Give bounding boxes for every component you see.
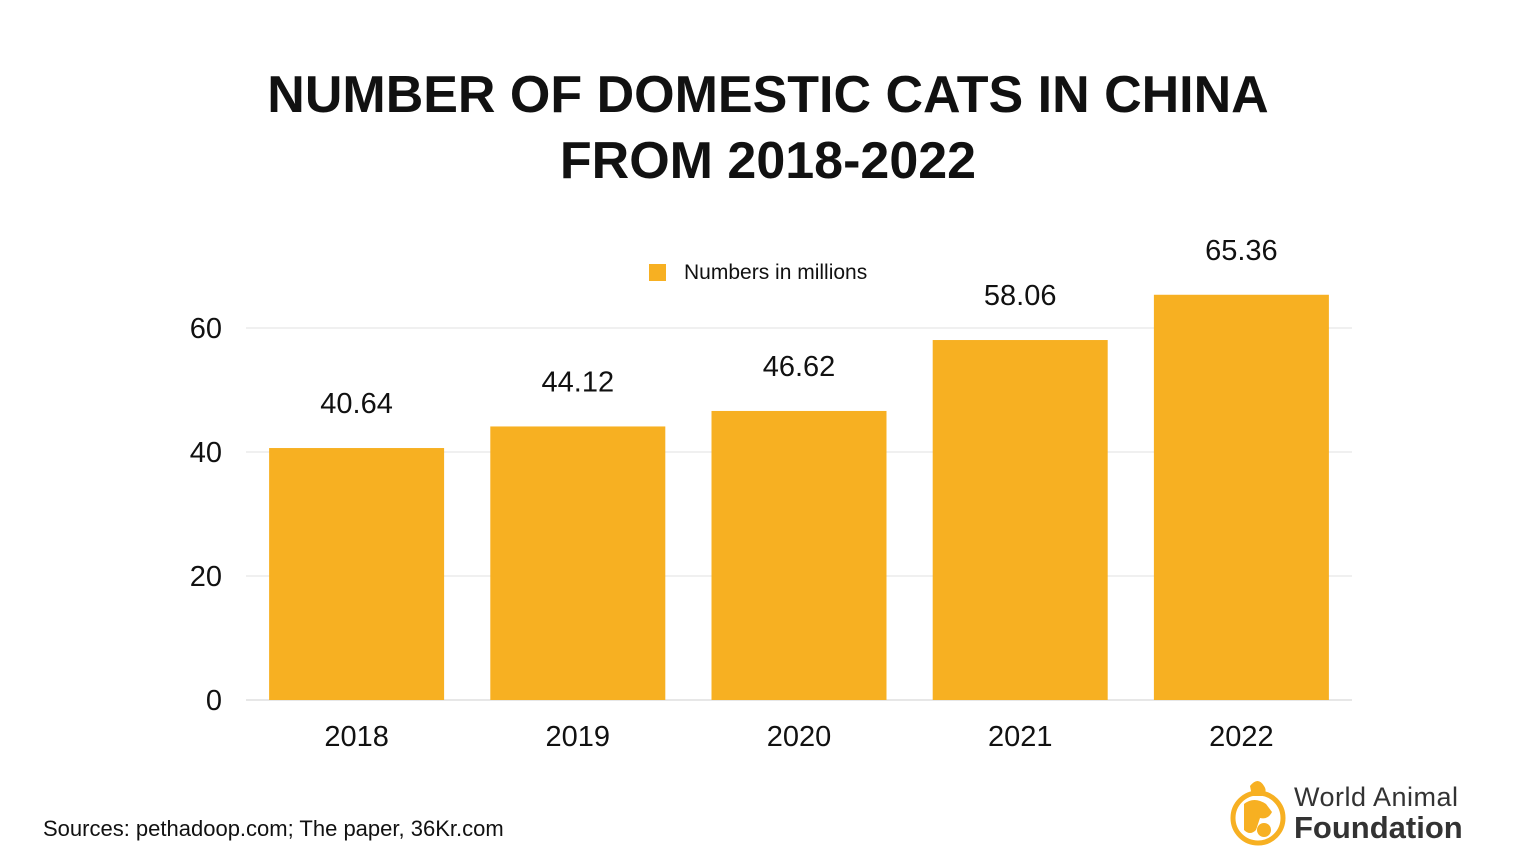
- bar-2021: [932, 340, 1108, 700]
- title-line-1: NUMBER OF DOMESTIC CATS IN CHINA: [267, 66, 1269, 124]
- y-tick-label: 60: [190, 313, 222, 345]
- chart-title: NUMBER OF DOMESTIC CATS IN CHINA FROM 20…: [0, 62, 1536, 194]
- data-label: 46.62: [763, 351, 836, 383]
- data-label: 40.64: [320, 388, 393, 420]
- logo-text-line-2: Foundation: [1294, 810, 1463, 845]
- y-tick-label: 20: [190, 561, 222, 593]
- legend: Numbers in millions: [649, 261, 867, 284]
- legend-swatch: [649, 264, 666, 281]
- source-note: Sources: pethadoop.com; The paper, 36Kr.…: [43, 816, 504, 841]
- logo-text-line-1: World Animal: [1294, 782, 1459, 812]
- x-tick-label: 2019: [546, 721, 611, 753]
- x-tick-label: 2022: [1209, 721, 1274, 753]
- title-line-2: FROM 2018-2022: [559, 132, 977, 190]
- x-tick-label: 2021: [988, 721, 1053, 753]
- data-label: 44.12: [542, 366, 615, 398]
- data-label: 65.36: [1205, 235, 1278, 267]
- animal-circle-icon: [1230, 781, 1286, 846]
- x-tick-label: 2018: [324, 721, 389, 753]
- bar-2020: [711, 410, 887, 700]
- bar-2019: [490, 426, 666, 700]
- world-animal-foundation-logo: World Animal Foundation: [1228, 774, 1478, 854]
- y-tick-label: 0: [206, 685, 222, 717]
- bar-2018: [269, 448, 445, 700]
- x-tick-label: 2020: [767, 721, 832, 753]
- bar-2022: [1153, 294, 1329, 700]
- data-label: 58.06: [984, 280, 1057, 312]
- y-tick-label: 40: [190, 437, 222, 469]
- legend-label: Numbers in millions: [684, 261, 867, 284]
